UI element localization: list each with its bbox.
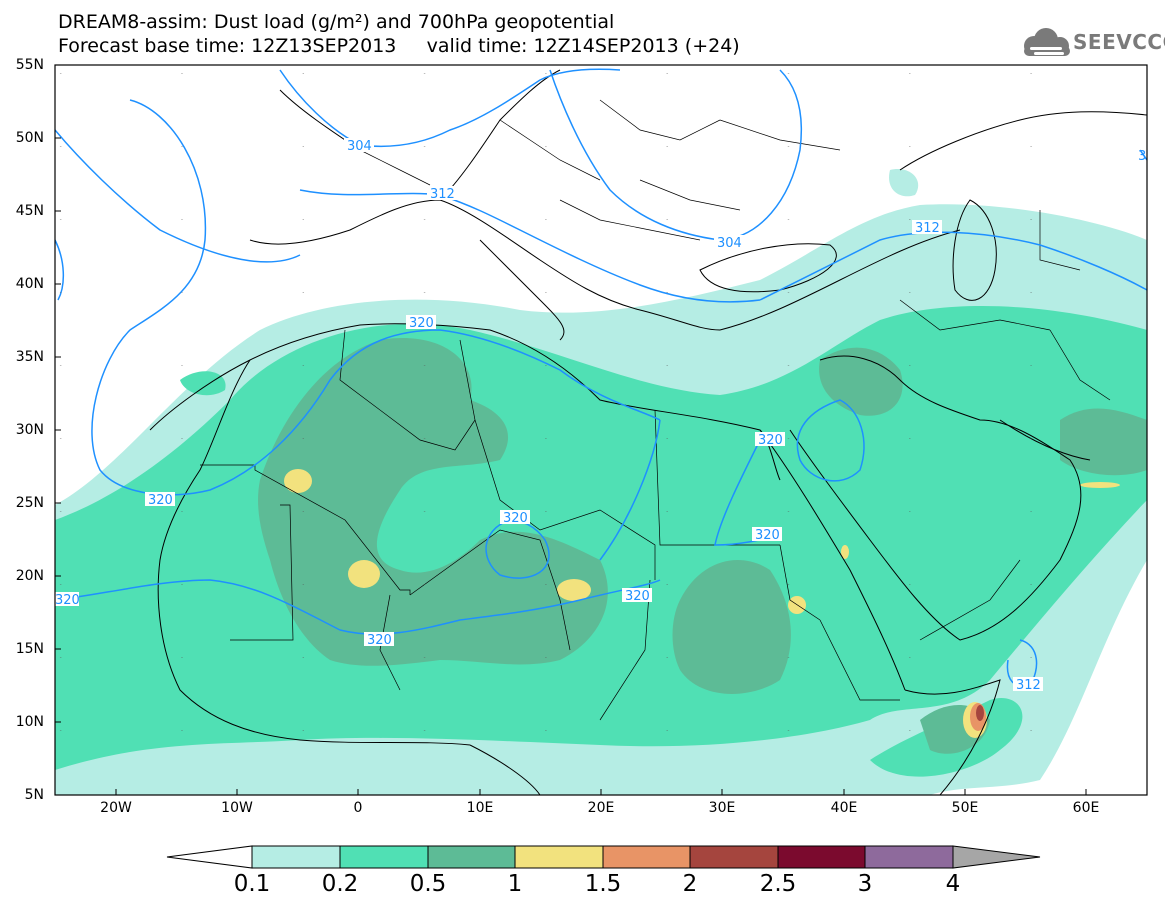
colorbar-segment-2 (689, 845, 779, 869)
lat-label: 5N (24, 787, 44, 803)
colorbar-segment-2.5 (777, 845, 866, 869)
colorbar-label: 0.2 (321, 871, 359, 897)
lat-label: 10N (15, 714, 44, 730)
lon-label: 60E (1072, 800, 1100, 816)
lon-label: 20E (587, 800, 615, 816)
lat-label: 15N (15, 641, 44, 657)
colorbar-segment-3 (864, 845, 954, 869)
colorbar-segment-0.2 (339, 845, 429, 869)
colorbar-label: 3 (857, 871, 873, 897)
lon-label: 0 (353, 800, 363, 816)
lon-label: 10W (221, 800, 253, 816)
colorbar-segment-0.5 (427, 845, 516, 869)
lat-label: 20N (15, 568, 44, 584)
colorbar-segment-1 (514, 845, 604, 869)
seevccc-logo (1024, 28, 1070, 56)
lat-label: 30N (15, 422, 44, 438)
axis-ticks (55, 64, 1087, 796)
lat-label: 40N (15, 276, 44, 292)
lon-label: 30E (708, 800, 736, 816)
lat-label: 45N (15, 203, 44, 219)
colorbar (166, 845, 1041, 869)
colorbar-segment-under (166, 845, 253, 869)
colorbar-label: 2 (682, 871, 698, 897)
lat-label: 25N (15, 495, 44, 511)
colorbar-label: 2.5 (759, 871, 797, 897)
lon-label: 10E (466, 800, 494, 816)
lon-label: 50E (951, 800, 979, 816)
colorbar-label: 1 (507, 871, 523, 897)
lat-label: 50N (15, 130, 44, 146)
colorbar-segment-1.5 (602, 845, 691, 869)
logo-text: SEEVCCC (1073, 30, 1165, 54)
chart-title: DREAM8-assim: Dust load (g/m²) and 700hP… (58, 11, 615, 33)
colorbar-segment-over (952, 845, 1041, 869)
lon-label: 40E (830, 800, 858, 816)
lat-label: 35N (15, 349, 44, 365)
graticule (55, 65, 1147, 795)
colorbar-label: 1.5 (584, 871, 622, 897)
colorbar-label: 0.1 (233, 871, 271, 897)
colorbar-label: 0.5 (409, 871, 447, 897)
colorbar-label: 4 (945, 871, 961, 897)
lat-label: 55N (15, 57, 44, 73)
colorbar-segment-0.1 (251, 845, 341, 869)
lon-label: 20W (100, 800, 132, 816)
forecast-time: Forecast base time: 12Z13SEP2013 valid t… (58, 35, 740, 57)
